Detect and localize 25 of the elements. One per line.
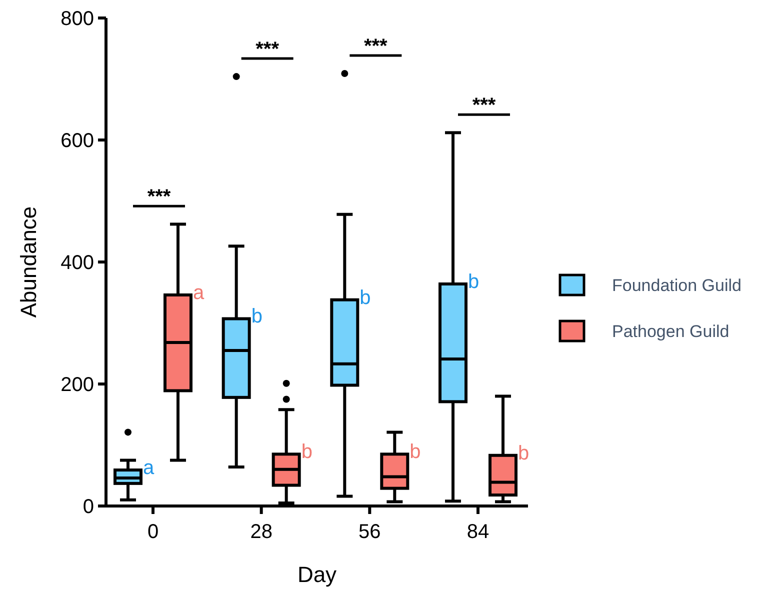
y-tick-label: 200: [60, 374, 94, 396]
x-tick-label: 0: [147, 521, 159, 543]
text: a: [143, 457, 154, 480]
annotation: ***: [256, 38, 280, 61]
x-tick-label: 56: [358, 521, 381, 543]
text: a: [193, 282, 204, 304]
text: b: [360, 286, 371, 309]
legend-label: Foundation Guild: [612, 276, 742, 295]
legend-label: Pathogen Guild: [612, 322, 730, 341]
annotation: ***: [364, 36, 388, 58]
annotation: ***: [472, 94, 496, 117]
annotation: ***: [147, 186, 171, 208]
y-axis-title: Abundance: [16, 206, 41, 318]
x-axis-title: Day: [297, 562, 337, 587]
y-tick-label: 800: [60, 8, 94, 30]
text: b: [410, 441, 421, 464]
text: b: [301, 441, 312, 464]
x-tick-label: 84: [466, 521, 490, 543]
text: b: [468, 270, 480, 293]
text: b: [251, 306, 262, 328]
text: b: [518, 442, 530, 464]
y-tick-label: 400: [60, 252, 94, 274]
x-tick-label: 28: [250, 521, 272, 543]
y-tick-label: 0: [82, 496, 94, 518]
y-tick-label: 600: [60, 130, 94, 152]
